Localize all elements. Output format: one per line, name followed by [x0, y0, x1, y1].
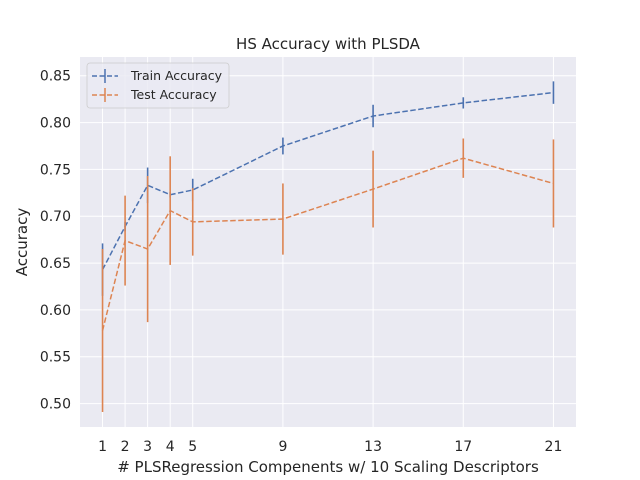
x-axis-label: # PLSRegression Compenents w/ 10 Scaling… — [117, 458, 539, 476]
y-tick-label: 0.65 — [40, 256, 71, 272]
legend-label-train: Train Accuracy — [130, 68, 223, 83]
y-tick-label: 0.85 — [40, 69, 71, 85]
legend: Train Accuracy Test Accuracy — [86, 62, 230, 109]
x-tick-label: 9 — [278, 439, 287, 455]
x-tick-label: 3 — [143, 439, 152, 455]
x-tick-label: 17 — [454, 439, 472, 455]
x-tick-label: 5 — [188, 439, 197, 455]
series-line-train — [101, 91, 554, 270]
x-tick-label: 1 — [98, 439, 107, 455]
chart-title: HS Accuracy with PLSDA — [236, 35, 421, 53]
x-tick-label: 21 — [545, 439, 563, 455]
y-tick-label: 0.80 — [40, 116, 71, 132]
y-tick-label: 0.60 — [40, 303, 71, 319]
tick-labels: 1 2 3 4 5 9 13 17 21 0.50 0.55 0.60 0.65 0.70 0.75 0.80… — [40, 69, 563, 455]
x-tick-label: 2 — [121, 439, 130, 455]
y-tick-label: 0.50 — [40, 397, 71, 413]
y-axis-label: Accuracy — [13, 208, 31, 277]
y-tick-label: 0.70 — [40, 209, 71, 225]
y-tick-label: 0.55 — [40, 350, 71, 366]
x-tick-label: 4 — [166, 439, 175, 455]
legend-label-test: Test Accuracy — [130, 87, 217, 102]
x-tick-label: 13 — [364, 439, 382, 455]
series-layer — [101, 81, 555, 413]
legend-box — [86, 62, 230, 109]
y-tick-label: 0.75 — [40, 162, 71, 178]
plot-area — [80, 57, 576, 427]
